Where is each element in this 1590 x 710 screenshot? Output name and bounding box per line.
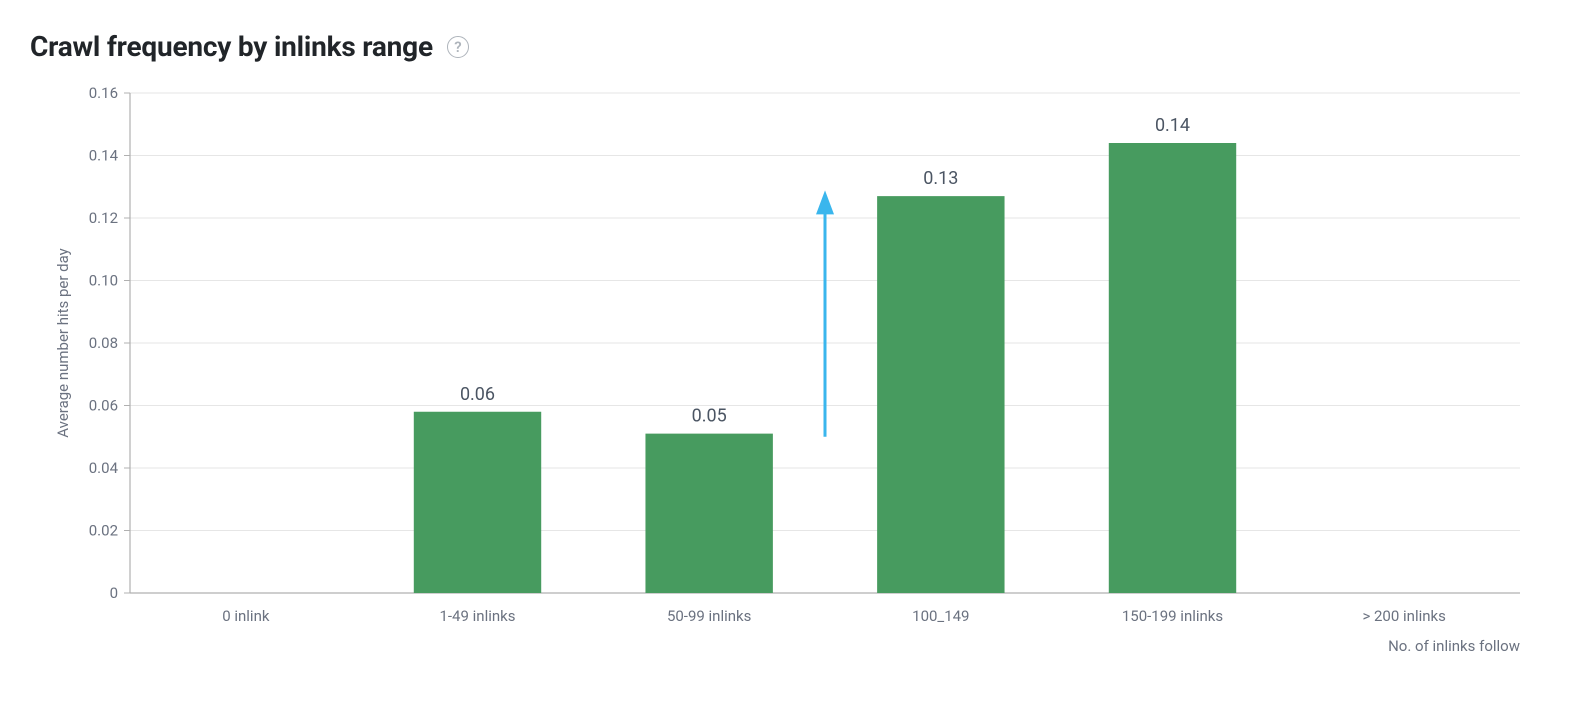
y-tick-label: 0.16 xyxy=(89,84,118,102)
bar-value-label: 0.13 xyxy=(923,168,958,189)
x-tick-label: 1-49 inlinks xyxy=(439,607,515,625)
y-tick-label: 0.06 xyxy=(89,397,118,415)
y-axis-label: Average number hits per day xyxy=(54,248,72,438)
x-tick-label: 150-199 inlinks xyxy=(1122,607,1223,625)
y-tick-label: 0.08 xyxy=(89,334,118,352)
bar[interactable] xyxy=(645,434,772,593)
bar-value-label: 0.14 xyxy=(1155,115,1190,136)
bar[interactable] xyxy=(414,412,541,593)
y-tick-label: 0.04 xyxy=(89,459,119,477)
x-tick-label: 50-99 inlinks xyxy=(667,607,751,625)
bar-value-label: 0.05 xyxy=(692,406,727,427)
y-tick-label: 0.02 xyxy=(89,522,118,540)
chart-area: 0 0.02 0.04 0.06 0.08 0.10 0.12 0.14 0.16 0 inlin… xyxy=(30,73,1560,673)
y-tick-label: 0.12 xyxy=(89,209,118,227)
x-tick-label: 0 inlink xyxy=(222,607,270,625)
x-axis-label: No. of inlinks follow xyxy=(1388,637,1520,655)
bar-chart-svg: 0 0.02 0.04 0.06 0.08 0.10 0.12 0.14 0.16 0 inlin… xyxy=(30,73,1560,673)
title-row: Crawl frequency by inlinks range ? xyxy=(30,30,1560,63)
y-tick-label: 0.10 xyxy=(89,272,118,290)
chart-title: Crawl frequency by inlinks range xyxy=(30,30,433,63)
y-tick-label: 0.14 xyxy=(89,147,119,165)
y-tick-label: 0 xyxy=(110,584,118,602)
x-tick-label: 100_149 xyxy=(912,607,969,625)
bar-value-label: 0.06 xyxy=(460,384,495,405)
help-icon[interactable]: ? xyxy=(447,36,469,58)
bar[interactable] xyxy=(877,196,1004,593)
chart-container: Crawl frequency by inlinks range ? 0 0.02… xyxy=(0,0,1590,710)
x-tick-label: > 200 inlinks xyxy=(1362,607,1445,625)
bar[interactable] xyxy=(1109,143,1236,593)
